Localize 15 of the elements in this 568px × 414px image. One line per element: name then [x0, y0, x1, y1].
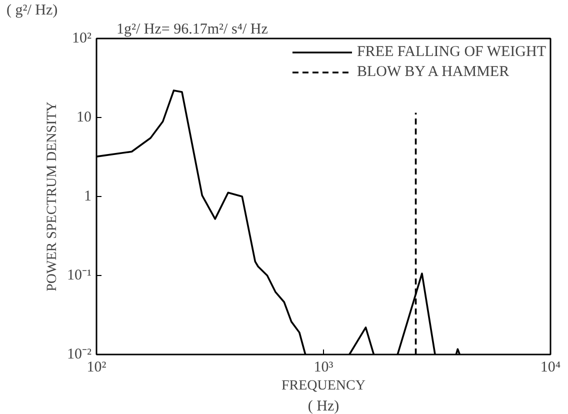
legend-label: FREE FALLING OF WEIGHT [356, 44, 546, 60]
y-tick-label: 10 [76, 110, 92, 126]
y-tick-label: 1 [84, 188, 92, 204]
x-axis-title: FREQUENCY [281, 378, 366, 394]
x-tick-label: 10² [86, 360, 107, 376]
chart-title: 1g²/ Hz= 96.17m²/ s⁴/ Hz [116, 22, 268, 38]
text: ( g²/ Hz) [6, 2, 58, 18]
text: ( Hz) [308, 398, 340, 414]
y-axis-title: POWER SPECTRUM DENSITY [45, 102, 60, 292]
legend-label: BLOW BY A HAMMER [356, 64, 510, 80]
y-tick-label: 10⁻² [67, 346, 92, 362]
x-tick-label: 10⁴ [540, 360, 561, 376]
y-tick-label: 10² [72, 30, 92, 46]
y-tick-label: 10⁻¹ [67, 268, 92, 284]
x-tick-label: 10³ [314, 360, 334, 376]
